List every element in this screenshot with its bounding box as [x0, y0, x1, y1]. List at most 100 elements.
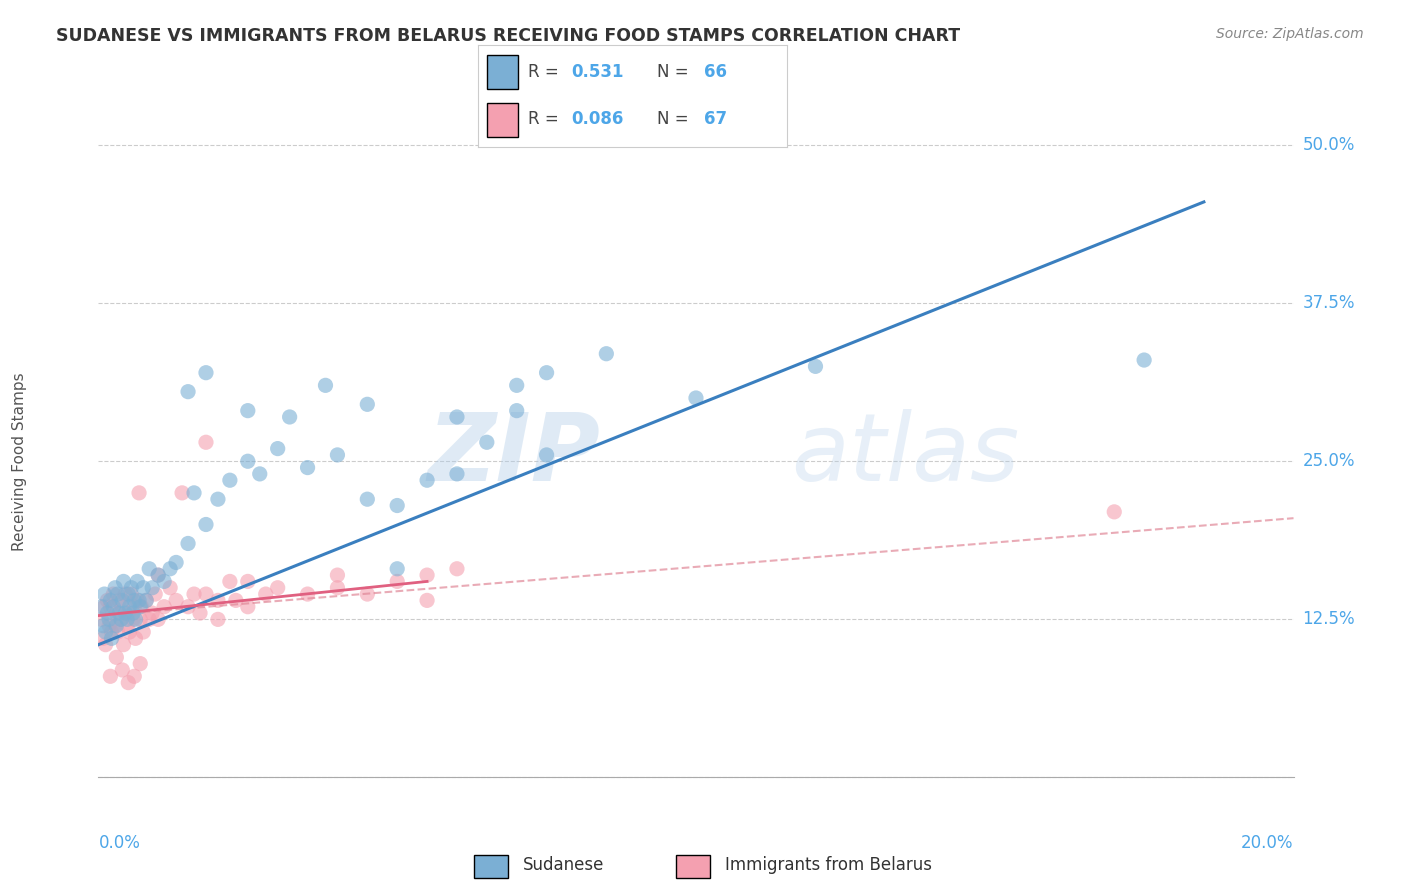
Point	[219, 574, 242, 589]
Point	[297, 587, 319, 601]
Point	[110, 612, 132, 626]
Point	[148, 568, 170, 582]
Point	[385, 499, 409, 513]
Point	[194, 366, 218, 380]
Point	[141, 606, 163, 620]
Point	[506, 378, 529, 392]
Point	[111, 593, 134, 607]
FancyBboxPatch shape	[675, 855, 710, 878]
Point	[356, 397, 378, 411]
Point	[120, 587, 142, 601]
Point	[124, 593, 146, 607]
Point	[236, 599, 259, 614]
Point	[446, 467, 468, 481]
Point	[135, 593, 157, 607]
Point	[93, 587, 115, 601]
Point	[127, 593, 149, 607]
Point	[207, 612, 229, 626]
Point	[115, 612, 138, 626]
Text: 37.5%: 37.5%	[1302, 294, 1355, 312]
Point	[172, 486, 194, 500]
Point	[183, 486, 205, 500]
Point	[236, 454, 259, 468]
Text: N =: N =	[658, 63, 689, 81]
Point	[475, 435, 498, 450]
Point	[127, 574, 149, 589]
Point	[385, 574, 409, 589]
Point	[1102, 505, 1125, 519]
Point	[143, 587, 166, 601]
Point	[194, 587, 218, 601]
Point	[326, 448, 349, 462]
Point	[118, 599, 141, 614]
Point	[536, 366, 558, 380]
Point	[356, 587, 378, 601]
Point	[138, 612, 160, 626]
Point	[103, 587, 125, 601]
Text: Source: ZipAtlas.com: Source: ZipAtlas.com	[1216, 27, 1364, 41]
Point	[100, 632, 122, 646]
Text: 0.0%: 0.0%	[98, 834, 141, 853]
Text: 0.086: 0.086	[571, 111, 623, 128]
Point	[132, 581, 155, 595]
Text: 25.0%: 25.0%	[1302, 452, 1355, 470]
Text: 20.0%: 20.0%	[1241, 834, 1294, 853]
Point	[91, 632, 114, 646]
Point	[90, 612, 112, 626]
Point	[183, 587, 205, 601]
Point	[141, 581, 163, 595]
Point	[446, 562, 468, 576]
Point	[112, 638, 135, 652]
Text: R =: R =	[527, 63, 558, 81]
Point	[416, 593, 439, 607]
Text: 12.5%: 12.5%	[1302, 610, 1355, 628]
Text: 66: 66	[704, 63, 727, 81]
Point	[105, 618, 128, 632]
Point	[236, 403, 259, 417]
Point	[446, 409, 468, 424]
Point	[595, 347, 617, 361]
Point	[110, 612, 132, 626]
Point	[297, 460, 319, 475]
Text: Immigrants from Belarus: Immigrants from Belarus	[725, 856, 932, 874]
Point	[506, 403, 529, 417]
Point	[356, 492, 378, 507]
Text: atlas: atlas	[792, 409, 1019, 500]
Point	[326, 581, 349, 595]
Point	[159, 581, 181, 595]
Point	[108, 593, 131, 607]
Point	[267, 442, 290, 456]
Point	[188, 606, 211, 620]
FancyBboxPatch shape	[488, 55, 519, 88]
Point	[98, 669, 122, 683]
Point	[100, 625, 122, 640]
Point	[177, 536, 200, 550]
Point	[177, 384, 200, 399]
Point	[94, 625, 117, 640]
Point	[105, 606, 128, 620]
Point	[249, 467, 271, 481]
Point	[278, 409, 301, 424]
Point	[148, 612, 170, 626]
FancyBboxPatch shape	[488, 103, 519, 137]
Point	[159, 562, 181, 576]
Point	[107, 587, 129, 601]
Point	[122, 612, 145, 626]
Point	[124, 612, 146, 626]
Point	[117, 606, 139, 620]
Point	[129, 599, 152, 614]
Point	[122, 606, 145, 620]
Text: N =: N =	[658, 111, 689, 128]
Point	[118, 625, 141, 640]
Point	[124, 599, 146, 614]
Point	[385, 562, 409, 576]
Text: 50.0%: 50.0%	[1302, 136, 1355, 154]
Point	[148, 568, 170, 582]
Point	[98, 599, 122, 614]
Text: ZIP: ZIP	[427, 409, 600, 501]
Point	[129, 657, 152, 671]
Point	[117, 675, 139, 690]
Point	[128, 593, 150, 607]
Point	[236, 574, 259, 589]
Point	[98, 593, 122, 607]
